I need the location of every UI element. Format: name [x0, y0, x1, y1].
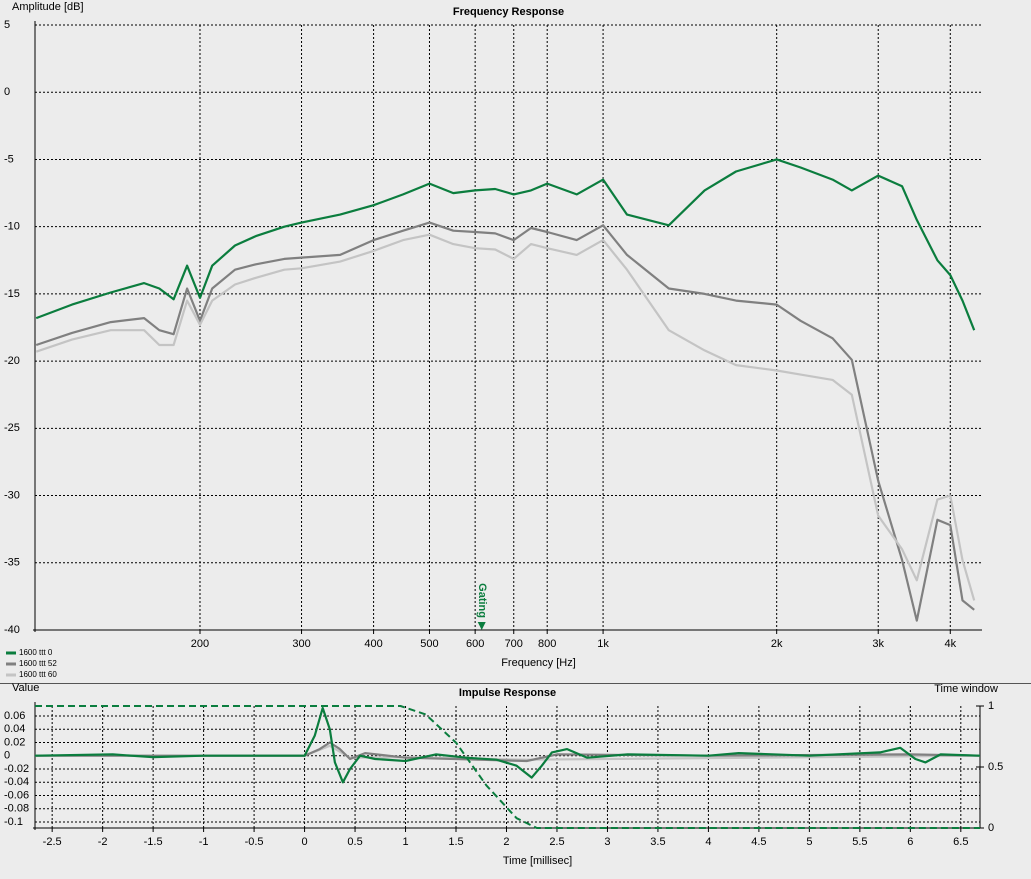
- x-tick-label: 500: [420, 638, 438, 650]
- x-tick-label: 2.5: [549, 836, 564, 848]
- x-tick-label: 3: [604, 836, 610, 848]
- y-tick-label: 0.04: [4, 723, 25, 735]
- x-tick-label: 6.5: [953, 836, 968, 848]
- x-tick-label: -1: [199, 836, 209, 848]
- y2-tick-label: 1: [988, 700, 994, 712]
- x-axis-title: Time [millisec]: [503, 855, 572, 867]
- x-tick-label: 1k: [597, 638, 609, 650]
- x-tick-label: 600: [466, 638, 484, 650]
- x-tick-label: 1.5: [448, 836, 463, 848]
- y-tick-label: -30: [4, 489, 20, 501]
- y-tick-label: 0: [4, 86, 10, 98]
- y2-tick-label: 0.5: [988, 761, 1003, 773]
- x-tick-label: -2.5: [43, 836, 62, 848]
- y2-axis-title: Time window: [934, 683, 998, 695]
- legend-label: 1600 ttt 60: [19, 670, 57, 679]
- y-tick-label: 5: [4, 19, 10, 31]
- gating-marker: [477, 622, 486, 630]
- y-tick-label: 0.06: [4, 710, 25, 722]
- y-tick-label: -0.08: [4, 803, 29, 815]
- y-tick-label: 0: [4, 750, 10, 762]
- legend-label: 1600 ttt 0: [19, 648, 53, 657]
- x-tick-label: 700: [505, 638, 523, 650]
- chart-title: Impulse Response: [459, 687, 556, 699]
- y-tick-label: -0.06: [4, 789, 29, 801]
- x-tick-label: 0: [302, 836, 308, 848]
- x-tick-label: 4: [705, 836, 711, 848]
- x-axis-title: Frequency [Hz]: [501, 657, 576, 669]
- x-tick-label: 1: [402, 836, 408, 848]
- x-tick-label: 4.5: [751, 836, 766, 848]
- x-tick-label: -0.5: [245, 836, 264, 848]
- y-tick-label: -5: [4, 153, 14, 165]
- y-tick-label: -0.04: [4, 776, 29, 788]
- y-tick-label: -40: [4, 624, 20, 636]
- y-tick-label: 0.02: [4, 736, 25, 748]
- y-axis-title: Amplitude [dB]: [12, 1, 84, 13]
- plot-area: [35, 705, 980, 829]
- legend-label: 1600 ttt 52: [19, 659, 57, 668]
- y-tick-label: -20: [4, 355, 20, 367]
- x-tick-label: 200: [191, 638, 209, 650]
- x-tick-label: -1.5: [144, 836, 163, 848]
- x-tick-label: 800: [538, 638, 556, 650]
- chart-title: Frequency Response: [453, 6, 564, 18]
- series-line: [35, 158, 976, 331]
- x-tick-label: 5.5: [852, 836, 867, 848]
- x-tick-label: 2: [503, 836, 509, 848]
- y-tick-label: -15: [4, 288, 20, 300]
- x-tick-label: -2: [98, 836, 108, 848]
- y-tick-label: -0.1: [4, 816, 23, 828]
- series-line: [35, 706, 980, 784]
- y-tick-label: -10: [4, 221, 20, 233]
- x-tick-label: 4k: [944, 638, 956, 650]
- x-tick-label: 0.5: [347, 836, 362, 848]
- y-tick-label: -25: [4, 422, 20, 434]
- series-line: [35, 705, 980, 829]
- x-tick-label: 400: [364, 638, 382, 650]
- x-tick-label: 5: [806, 836, 812, 848]
- x-tick-label: 3.5: [650, 836, 665, 848]
- x-tick-label: 2k: [771, 638, 783, 650]
- y-tick-label: -35: [4, 557, 20, 569]
- y2-tick-label: 0: [988, 822, 994, 834]
- gating-label: Gating: [476, 583, 488, 618]
- y-axis-title: Value: [12, 682, 39, 694]
- x-tick-label: 300: [292, 638, 310, 650]
- x-tick-label: 3k: [872, 638, 884, 650]
- series-line: [35, 221, 975, 622]
- plot-area: [35, 158, 976, 622]
- series-line: [35, 233, 976, 601]
- y-tick-label: -0.02: [4, 763, 29, 775]
- x-tick-label: 6: [907, 836, 913, 848]
